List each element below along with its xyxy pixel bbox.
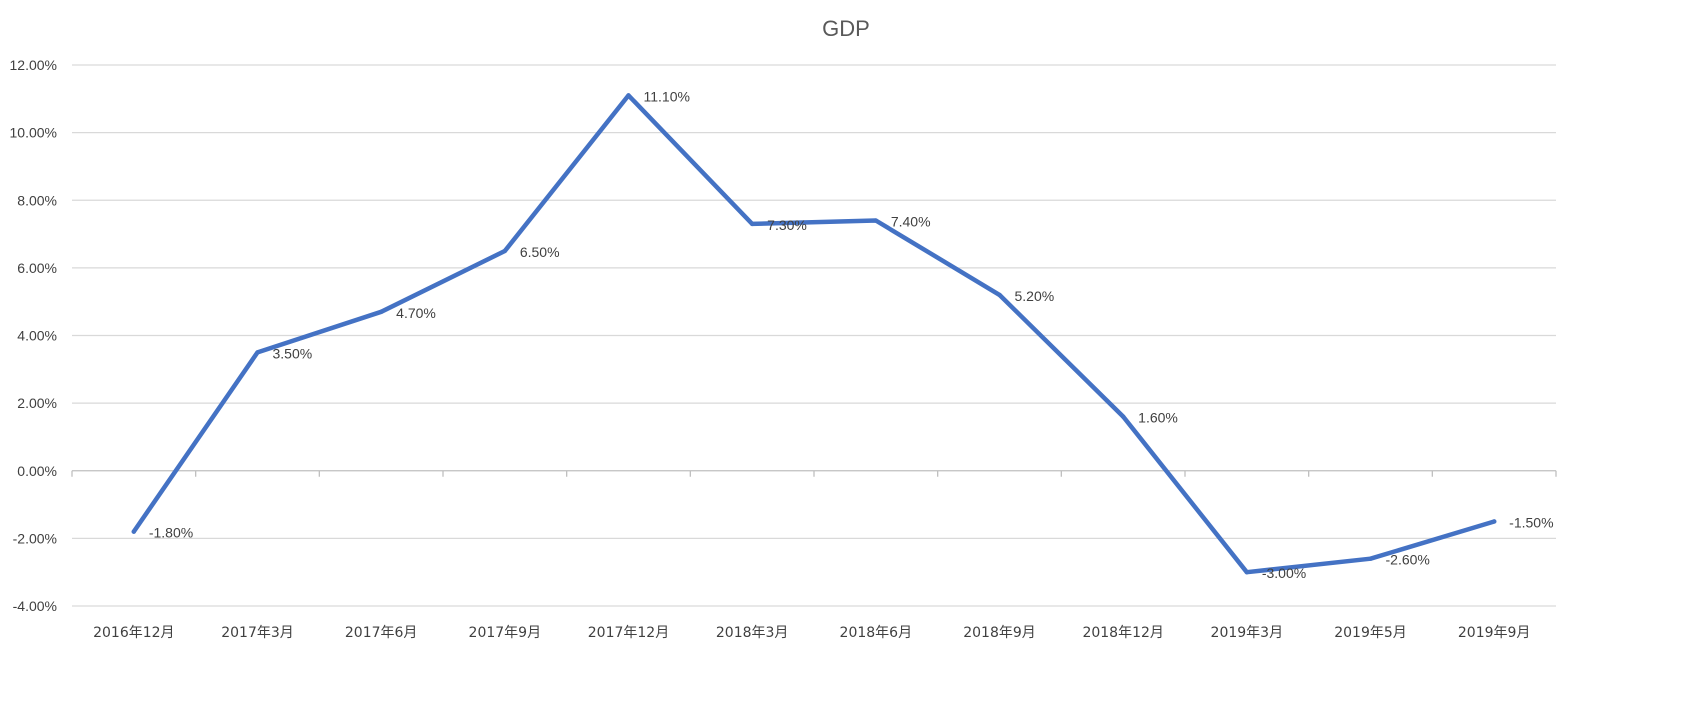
data-point bbox=[749, 221, 755, 227]
y-tick-label: -2.00% bbox=[13, 530, 57, 546]
data-label: 11.10% bbox=[644, 88, 690, 104]
data-point bbox=[626, 93, 631, 98]
x-tick-label: 2018年6月 bbox=[840, 625, 913, 641]
y-axis-tick-labels: 12.00% 10.00% 8.00% 6.00% 4.00% 2.00% 0.00% -2.… bbox=[10, 57, 57, 614]
x-tick-label: 2018年12月 bbox=[1082, 625, 1163, 641]
axes bbox=[71, 470, 1557, 477]
y-tick-label: 12.00% bbox=[10, 57, 57, 73]
y-tick-label: 10.00% bbox=[10, 125, 57, 141]
x-tick-label: 2017年12月 bbox=[588, 625, 669, 641]
y-tick-label: 6.00% bbox=[17, 260, 57, 276]
x-tick-label: 2017年3月 bbox=[221, 625, 294, 641]
data-point bbox=[1368, 556, 1373, 561]
data-point bbox=[131, 529, 137, 534]
data-label: -2.60% bbox=[1386, 552, 1430, 568]
x-tick-label: 2019年3月 bbox=[1211, 625, 1284, 641]
chart-title: GDP bbox=[822, 16, 870, 41]
y-tick-label: 2.00% bbox=[17, 395, 57, 411]
data-point bbox=[255, 350, 260, 355]
y-tick-label: 4.00% bbox=[17, 328, 57, 344]
x-axis-tick-labels: 2016年12月 2017年3月 2017年6月 2017年9月 2017年12月 201… bbox=[93, 625, 1530, 641]
data-label: 7.30% bbox=[767, 217, 807, 233]
data-point bbox=[1491, 519, 1497, 524]
data-label: -1.50% bbox=[1509, 514, 1553, 530]
x-tick-label: 2018年3月 bbox=[716, 625, 789, 641]
data-point bbox=[1244, 569, 1250, 575]
data-point bbox=[502, 248, 508, 254]
x-tick-label: 2018年9月 bbox=[963, 625, 1036, 641]
data-label: 5.20% bbox=[1015, 288, 1055, 304]
data-label: 7.40% bbox=[891, 214, 931, 230]
y-tick-label: -4.00% bbox=[13, 598, 57, 614]
x-tick-label: 2017年9月 bbox=[469, 625, 542, 641]
data-label: -3.00% bbox=[1262, 565, 1306, 581]
x-tick-label: 2019年9月 bbox=[1458, 625, 1531, 641]
series-line bbox=[131, 93, 1497, 575]
data-label: -1.80% bbox=[149, 525, 193, 541]
x-tick-label: 2016年12月 bbox=[93, 625, 174, 641]
data-point bbox=[1120, 414, 1126, 419]
gridlines bbox=[72, 64, 1556, 607]
data-point bbox=[873, 218, 879, 223]
y-tick-label: 0.00% bbox=[17, 463, 57, 479]
data-point bbox=[997, 292, 1002, 298]
y-tick-label: 8.00% bbox=[17, 192, 57, 208]
data-labels: -1.80% 3.50% 4.70% 6.50% 11.10% 7.30% 7.40% 5.2… bbox=[149, 88, 1554, 581]
data-label: 4.70% bbox=[396, 305, 436, 321]
data-point bbox=[378, 309, 384, 315]
x-tick-label: 2017年6月 bbox=[345, 625, 418, 641]
data-label: 6.50% bbox=[520, 244, 560, 260]
x-tick-label: 2019年5月 bbox=[1334, 625, 1407, 641]
series-gdp bbox=[131, 93, 1497, 575]
data-label: 1.60% bbox=[1138, 410, 1178, 426]
data-label: 3.50% bbox=[273, 345, 313, 361]
